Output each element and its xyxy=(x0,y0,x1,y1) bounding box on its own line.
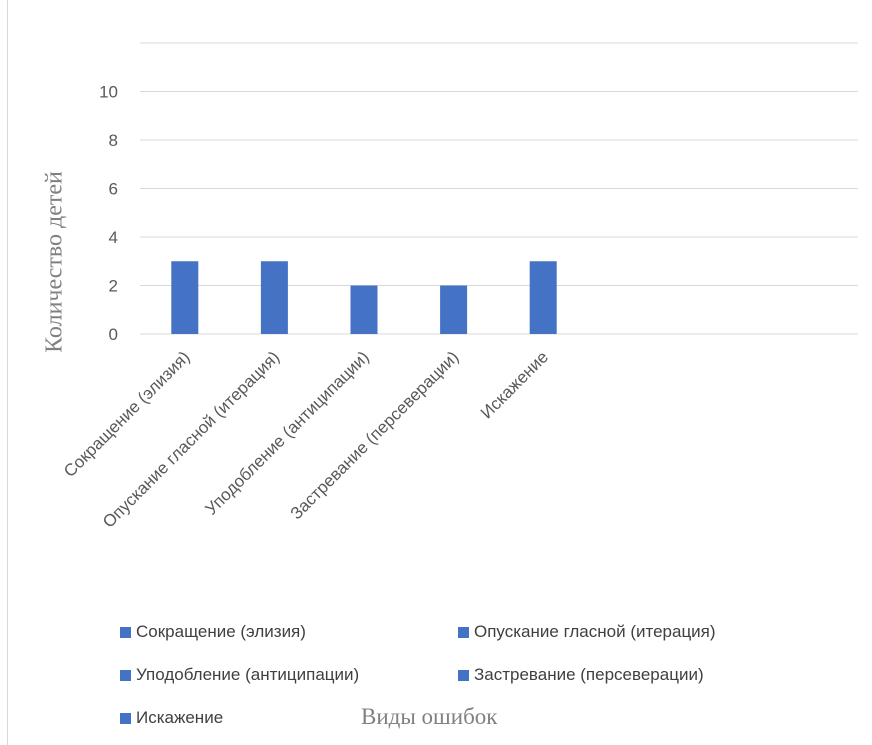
legend-item-2: Опускание гласной (итерация) xyxy=(458,622,716,642)
y-tick-label: 4 xyxy=(109,228,118,247)
legend-swatch-1 xyxy=(120,626,131,638)
x-tick-label: Искажение xyxy=(477,347,552,422)
y-tick-label: 2 xyxy=(109,277,118,296)
legend-label-5: Искажение xyxy=(136,708,224,727)
x-tick-label: Опускание гласной (итерация) xyxy=(99,347,283,531)
y-tick-label: 0 xyxy=(109,325,118,344)
legend-swatch-3 xyxy=(120,669,131,681)
legend-label-1: Сокращение (элизия) xyxy=(136,622,306,641)
bar xyxy=(350,285,378,334)
legend-item-1: Сокращение (элизия) xyxy=(120,622,306,642)
legend-swatch-2 xyxy=(458,626,469,638)
legend-item-5: Искажение xyxy=(120,708,223,728)
bar xyxy=(260,261,288,334)
y-tick-label: 8 xyxy=(109,131,118,150)
legend-swatch-4 xyxy=(458,669,469,681)
bar xyxy=(440,285,468,334)
x-tick-label: Застревание (персеверации) xyxy=(287,347,463,523)
legend-label-3: Уподобление (антиципации) xyxy=(136,665,360,684)
y-tick-label: 6 xyxy=(109,180,118,199)
legend-item-4: Застревание (персеверации) xyxy=(458,665,704,685)
chart-frame-border xyxy=(7,0,8,745)
legend-label-2: Опускание гласной (итерация) xyxy=(474,622,716,641)
legend-label-4: Застревание (персеверации) xyxy=(474,665,704,684)
y-tick-label: 10 xyxy=(99,83,118,102)
bar xyxy=(529,261,557,334)
x-axis-title: Виды ошибок xyxy=(361,704,498,729)
bar xyxy=(171,261,199,334)
legend-item-3: Уподобление (антиципации) xyxy=(120,665,359,685)
x-tick-label: Уподобление (антиципации) xyxy=(202,347,373,518)
legend-swatch-5 xyxy=(120,712,131,724)
